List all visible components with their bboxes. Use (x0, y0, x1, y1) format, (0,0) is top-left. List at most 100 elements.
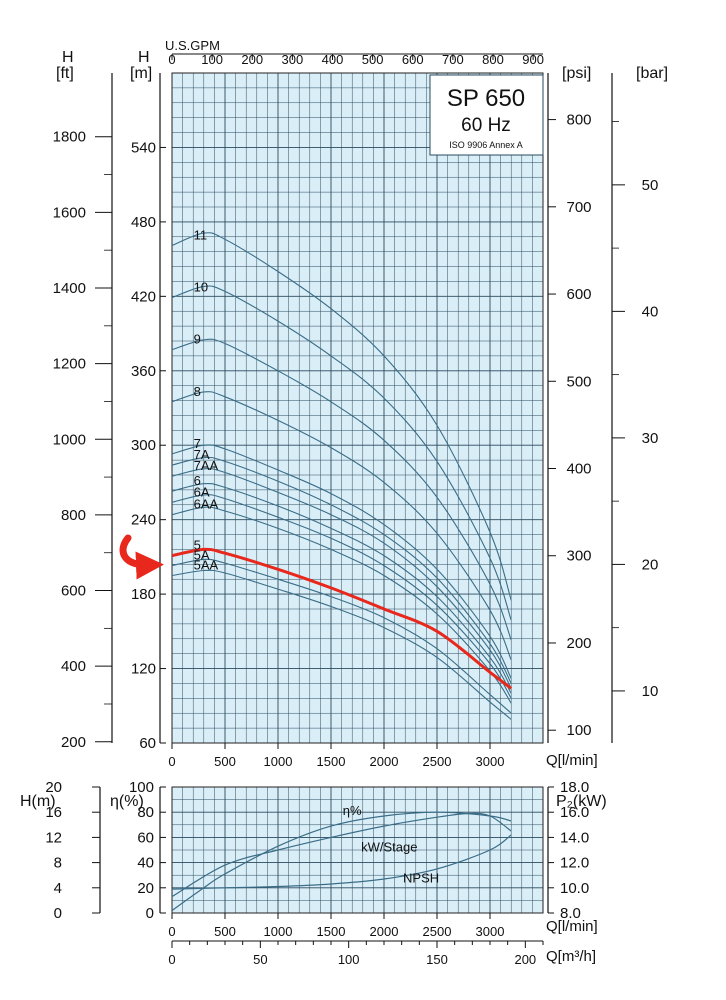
curve-label-5AA: 5AA (194, 558, 219, 573)
m-tick-label: 60 (139, 735, 156, 752)
curve-label-5: 5 (194, 538, 201, 553)
m-tick-label: 360 (131, 363, 156, 380)
x-tick-label: 500 (214, 924, 236, 939)
bar-tick-label: 30 (642, 430, 659, 447)
head-curve-6AA (171, 506, 512, 704)
eff-tick-label: 100 (129, 779, 154, 796)
kw-tick-label: 10.0 (560, 880, 589, 897)
gpm-tick-label: 500 (362, 52, 384, 67)
gpm-tick-label: 200 (241, 52, 263, 67)
bar-tick-label: 40 (642, 303, 659, 320)
m-tick-label: 420 (131, 288, 156, 305)
psi-tick-label: 800 (566, 112, 591, 129)
bar-axis-label: [bar] (636, 65, 668, 82)
head-curve-7A (171, 456, 512, 684)
psi-axis-label: [psi] (562, 65, 591, 82)
ft-tick-label: 1400 (53, 280, 86, 297)
kw-tick-label: 14.0 (560, 829, 589, 846)
eff-axis-label: η(%) (110, 793, 144, 810)
psi-tick-label: 300 (566, 548, 591, 565)
bottom-grid (171, 786, 544, 914)
title-box: SP 650 60 Hz ISO 9906 Annex A (429, 74, 544, 156)
head-curve-10 (171, 285, 512, 621)
npsh-tick-label: 8 (54, 855, 62, 872)
main-plot-bg (172, 73, 543, 743)
x-tick-label: 3000 (476, 924, 505, 939)
psi-tick-label: 200 (566, 635, 591, 652)
curve-label-5A: 5A (194, 548, 210, 563)
ft-tick-label: 600 (61, 583, 86, 600)
ft-tick-label: 800 (61, 507, 86, 524)
ft-tick-label: 400 (61, 658, 86, 675)
m-tick-label: 240 (131, 512, 156, 529)
bottom-plot-frame (171, 786, 544, 914)
ft-axis-label-h: H (62, 49, 74, 66)
kw-tick-label: 8.0 (560, 905, 581, 922)
ft-tick-label: 200 (61, 734, 86, 751)
curve-label-11: 11 (194, 227, 208, 242)
curved-arrow-icon (119, 534, 164, 580)
m-tick-label: 180 (131, 586, 156, 603)
x-tick-label: 1500 (317, 924, 346, 939)
x-tick-label: 1500 (317, 754, 346, 769)
m3h-axis-label: Q[m³/h] (546, 948, 596, 965)
m-tick-label: 120 (131, 661, 156, 678)
bottom-x-axis-label: Q[l/min] (546, 918, 598, 935)
curve-label-6A: 6A (194, 484, 210, 499)
gpm-tick-label: 0 (168, 52, 175, 67)
m3h-tick-label: 200 (514, 952, 536, 967)
bottom-curve-label: kW/Stage (361, 839, 417, 854)
eff-tick-label: 40 (137, 855, 154, 872)
gpm-tick-label: 400 (322, 52, 344, 67)
x-tick-label: 2500 (423, 924, 452, 939)
bottom-curve-NPSH (171, 834, 512, 890)
psi-tick-label: 400 (566, 461, 591, 478)
curve-label-7: 7 (194, 436, 201, 451)
ft-tick-label: 1600 (53, 204, 86, 221)
main-grid (171, 72, 544, 744)
x-tick-label: 2500 (423, 754, 452, 769)
head-curve-8 (171, 391, 512, 661)
curve-label-7AA: 7AA (194, 458, 219, 473)
chart-subtitle: 60 Hz (461, 115, 511, 136)
eff-tick-label: 0 (146, 905, 154, 922)
bar-tick-label: 10 (642, 683, 659, 700)
curve-label-6AA: 6AA (194, 497, 219, 512)
npsh-tick-label: 4 (54, 880, 62, 897)
x-tick-label: 0 (168, 924, 175, 939)
kw-tick-label: 18.0 (560, 779, 589, 796)
head-curve-5A (171, 558, 512, 714)
main-plot-frame (171, 72, 544, 744)
bottom-curve-label: NPSH (403, 870, 439, 885)
chart-title: SP 650 (447, 85, 525, 112)
head-curve-7AA (171, 468, 512, 689)
gpm-tick-label: 600 (402, 52, 424, 67)
ft-tick-label: 1000 (53, 431, 86, 448)
head-curve-7 (171, 444, 512, 679)
x-tick-label: 500 (214, 754, 236, 769)
npsh-tick-label: 16 (45, 804, 62, 821)
bottom-curve-η% (171, 811, 512, 911)
npsh-tick-label: 12 (45, 829, 62, 846)
ft-tick-label: 1800 (53, 129, 86, 146)
kw-tick-label: 16.0 (560, 804, 589, 821)
ft-axis-label-unit: [ft] (56, 65, 74, 82)
x-tick-label: 2000 (370, 924, 399, 939)
head-curve-11 (171, 232, 512, 601)
psi-tick-label: 500 (566, 373, 591, 390)
m3h-tick-label: 0 (168, 952, 175, 967)
x-tick-label: 0 (168, 754, 175, 769)
curve-label-10: 10 (194, 280, 208, 295)
psi-tick-label: 100 (566, 722, 591, 739)
x-tick-label: 1000 (264, 924, 293, 939)
curve-label-7A: 7A (194, 447, 210, 462)
head-curve-6A (171, 494, 512, 699)
x-tick-label: 3000 (476, 754, 505, 769)
curve-label-8: 8 (194, 384, 201, 399)
bottom-curve-kW/Stage (171, 812, 512, 898)
head-curve-6 (171, 482, 512, 694)
eff-tick-label: 20 (137, 880, 154, 897)
